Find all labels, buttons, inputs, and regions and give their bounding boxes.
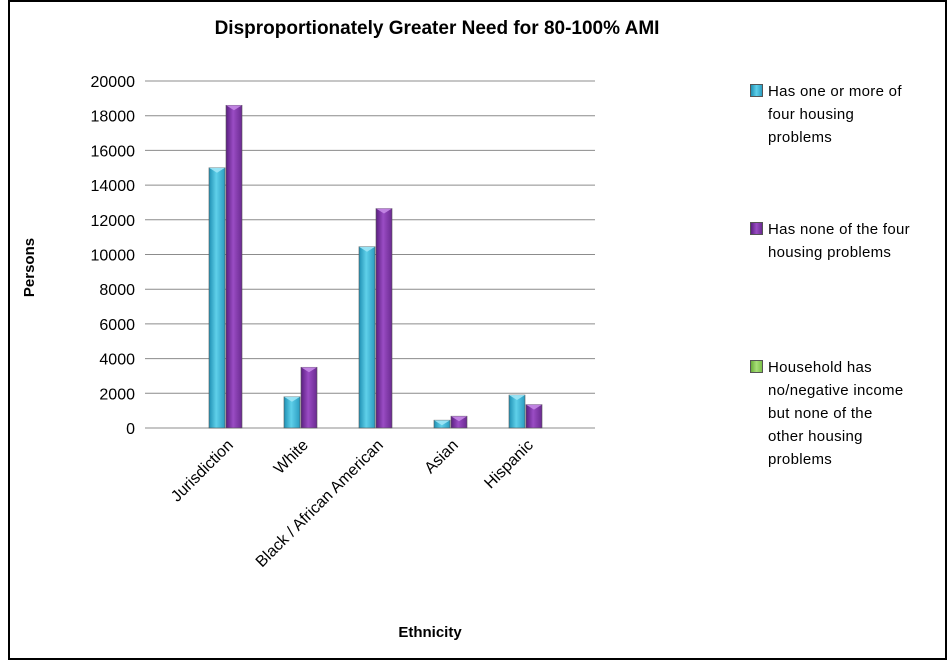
legend-item: Has none of the four housing problems	[750, 218, 949, 264]
bar-cap	[376, 208, 392, 214]
y-tick-label: 10000	[91, 248, 136, 265]
y-tick-label: 4000	[99, 352, 135, 369]
y-tick-label: 14000	[91, 178, 136, 195]
legend-item: Has one or more of four housing problems	[750, 80, 949, 149]
y-tick-label: 2000	[99, 386, 135, 403]
bar-one-or-more-problems	[208, 167, 226, 429]
y-tick-label: 6000	[99, 317, 135, 334]
plot-area: 0 2000 4000 6000 8000 10000 12000 14000 16000 180…	[91, 74, 595, 571]
legend-label: Has one or more of four housing problems	[768, 83, 902, 146]
y-tick-label: 18000	[91, 109, 136, 126]
legend-swatch	[750, 360, 763, 373]
x-tick-label: White	[271, 437, 312, 478]
bar-no-problems	[300, 366, 318, 429]
chart-title: Disproportionately Greater Need for 80-1…	[214, 18, 660, 39]
bar-cap	[226, 105, 242, 111]
bar-no-problems	[225, 104, 243, 429]
bar-cap	[359, 246, 375, 252]
bar-cap	[509, 395, 525, 401]
x-axis-label: Ethnicity	[398, 624, 462, 641]
y-tick-label: 0	[126, 421, 135, 438]
x-tick-label: Black / African American	[253, 437, 387, 571]
bar-cap	[526, 404, 542, 410]
y-tick-label: 12000	[91, 213, 136, 230]
y-tick-label: 20000	[91, 74, 136, 91]
bar-cap	[209, 167, 225, 173]
x-tick-label: Asian	[422, 437, 462, 477]
legend-label: Household has no/negative income but non…	[768, 359, 904, 468]
y-tick-label: 16000	[91, 143, 136, 160]
bar-cap	[284, 396, 300, 402]
bar-no-problems	[375, 208, 393, 429]
x-tick-label: Hispanic	[481, 437, 536, 492]
legend-label: Has none of the four housing problems	[768, 221, 910, 261]
bar-one-or-more-problems	[358, 246, 376, 429]
chart-frame	[8, 0, 947, 660]
x-tick-label: Jurisdiction	[168, 437, 237, 506]
bar-cap	[451, 416, 467, 422]
y-tick-label: 8000	[99, 282, 135, 299]
legend-item: Household has no/negative income but non…	[750, 356, 949, 471]
legend-swatch	[750, 222, 763, 235]
legend-swatch	[750, 84, 763, 97]
bar-cap	[434, 420, 450, 426]
bar-cap	[301, 367, 317, 373]
